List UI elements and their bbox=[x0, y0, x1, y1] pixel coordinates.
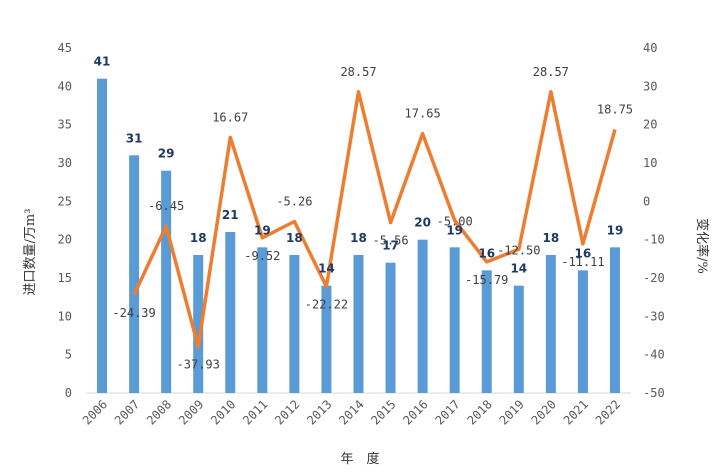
x-tick-label: 2006 bbox=[80, 397, 110, 427]
bar-value-label: 19 bbox=[607, 223, 624, 237]
y2-tick-label: -40 bbox=[643, 348, 665, 362]
y-tick-label: 25 bbox=[58, 194, 72, 208]
y2-tick-label: -20 bbox=[643, 271, 665, 285]
bar bbox=[289, 255, 299, 393]
x-tick-label: 2010 bbox=[208, 397, 238, 427]
y-tick-label: 45 bbox=[58, 41, 72, 55]
bar bbox=[354, 255, 364, 393]
bar-value-label: 18 bbox=[350, 231, 367, 245]
y2-tick-label: 20 bbox=[643, 118, 657, 132]
bar bbox=[514, 286, 524, 393]
y2-axis-title: 变化率/% bbox=[694, 218, 710, 274]
x-tick-label: 2022 bbox=[593, 397, 623, 427]
y2-tick-label: -50 bbox=[643, 386, 665, 400]
y2-tick-label: -30 bbox=[643, 309, 665, 323]
y-tick-label: 35 bbox=[58, 118, 72, 132]
y-tick-label: 0 bbox=[65, 386, 72, 400]
bar bbox=[225, 232, 235, 393]
bar-value-label: 41 bbox=[94, 55, 111, 69]
bar-value-label: 18 bbox=[543, 231, 560, 245]
y2-tick-label: -10 bbox=[643, 233, 665, 247]
y-tick-label: 10 bbox=[58, 309, 72, 323]
x-tick-label: 2012 bbox=[272, 397, 302, 427]
line-value-label: -11.11 bbox=[561, 255, 604, 269]
bar bbox=[129, 155, 139, 393]
bar-value-label: 21 bbox=[222, 208, 239, 222]
x-tick-label: 2009 bbox=[176, 397, 206, 427]
x-tick-label: 2020 bbox=[529, 397, 559, 427]
line-value-label: 16.67 bbox=[212, 110, 248, 124]
bar-value-label: 18 bbox=[286, 231, 303, 245]
y2-tick-label: 10 bbox=[643, 156, 657, 170]
series-line bbox=[134, 92, 615, 347]
x-tick-label: 2008 bbox=[144, 397, 174, 427]
x-tick-label: 2017 bbox=[432, 397, 462, 427]
bar-value-label: 19 bbox=[254, 223, 271, 237]
x-tick-label: 2016 bbox=[400, 397, 430, 427]
bar-value-label: 31 bbox=[126, 131, 143, 145]
y-tick-label: 30 bbox=[58, 156, 72, 170]
line-value-label: 17.65 bbox=[405, 107, 441, 121]
bar bbox=[97, 79, 107, 393]
line-value-label: -5.56 bbox=[372, 234, 408, 248]
bar-value-label: 18 bbox=[190, 231, 207, 245]
line-value-label: -5.00 bbox=[437, 215, 473, 229]
x-tick-label: 2013 bbox=[304, 397, 334, 427]
y-axis-title: 进口数量/万m³ bbox=[23, 209, 38, 296]
x-tick-label: 2014 bbox=[336, 397, 366, 427]
bar-value-label: 14 bbox=[510, 262, 527, 276]
y-tick-label: 5 bbox=[65, 348, 72, 362]
x-tick-label: 2015 bbox=[368, 397, 398, 427]
bar-value-label: 29 bbox=[158, 147, 175, 161]
bar bbox=[546, 255, 556, 393]
line-value-label: -24.39 bbox=[112, 306, 155, 320]
bar bbox=[257, 247, 267, 393]
x-tick-label: 2011 bbox=[240, 397, 270, 427]
x-tick-label: 2007 bbox=[112, 397, 142, 427]
bar bbox=[386, 263, 396, 393]
line-value-label: -6.45 bbox=[148, 199, 184, 213]
y-tick-label: 20 bbox=[58, 233, 72, 247]
line-value-label: -12.50 bbox=[497, 243, 540, 257]
x-tick-label: 2019 bbox=[497, 397, 527, 427]
line-value-label: -9.52 bbox=[244, 249, 280, 263]
line-value-label: -37.93 bbox=[177, 358, 220, 372]
y2-tick-label: 0 bbox=[643, 194, 650, 208]
bar-value-label: 16 bbox=[478, 246, 495, 260]
bar bbox=[418, 240, 428, 393]
x-axis-title: 年 度 bbox=[340, 451, 379, 467]
bar bbox=[482, 270, 492, 393]
line-value-label: 28.57 bbox=[533, 65, 569, 79]
x-tick-label: 2021 bbox=[561, 397, 591, 427]
bar-value-label: 20 bbox=[414, 216, 431, 230]
line-value-label: -22.22 bbox=[305, 298, 348, 312]
y-tick-label: 15 bbox=[58, 271, 72, 285]
line-value-label: 28.57 bbox=[340, 65, 376, 79]
y2-tick-label: 30 bbox=[643, 79, 657, 93]
line-value-label: -5.26 bbox=[276, 194, 312, 208]
x-tick-label: 2018 bbox=[465, 397, 495, 427]
line-value-label: -15.79 bbox=[465, 273, 508, 287]
bar bbox=[450, 247, 460, 393]
bar bbox=[610, 247, 620, 393]
line-value-label: 18.75 bbox=[597, 102, 633, 116]
bar-value-label: 14 bbox=[318, 262, 335, 276]
y2-tick-label: 40 bbox=[643, 41, 657, 55]
y-tick-label: 40 bbox=[58, 79, 72, 93]
bar bbox=[578, 270, 588, 393]
